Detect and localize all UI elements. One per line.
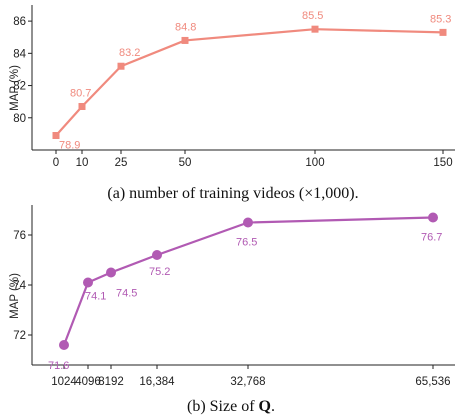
chart-a-x-tick-label: 10	[76, 157, 89, 169]
chart-b-series-line	[62, 216, 434, 346]
chart-b-data-label: 75.2	[149, 266, 170, 278]
chart-b-data-label: 76.5	[236, 237, 257, 249]
chart-a-data-point	[311, 25, 319, 33]
chart-a-x-tick-label: 0	[53, 157, 59, 169]
chart-b-data-point	[106, 267, 116, 278]
chart-b-x-tick-label: 65,536	[415, 376, 450, 388]
chart-b-caption-symbol: Q	[259, 398, 271, 415]
chart-b-data-point	[83, 277, 93, 288]
chart-a-data-point	[439, 28, 447, 36]
chart-a-data-point	[52, 132, 60, 139]
chart-a-data-label: 78.9	[59, 140, 80, 152]
chart-b-y-axis-title: MAP (%)	[9, 273, 21, 319]
chart-b-data-label: 76.7	[421, 232, 442, 244]
chart-b-x-tick-label: 16,384	[139, 376, 175, 388]
chart-a-data-label: 83.2	[119, 47, 140, 59]
chart-b-x-tick-label: 1024	[51, 376, 77, 388]
chart-b-caption-prefix: (b) Size of	[187, 398, 259, 415]
chart-b-data-label: 71.6	[48, 360, 69, 372]
chart-a-data-label: 80.7	[70, 88, 91, 100]
chart-b-x-tick-label: 32,768	[230, 376, 265, 388]
chart-b-caption-suffix: .	[271, 398, 275, 415]
chart-a-caption: (a) number of training videos (×1,000).	[107, 185, 358, 202]
chart-a-x-tick-label: 150	[433, 157, 452, 169]
chart-b-y-tick-label: 76	[13, 230, 26, 242]
chart-a-y-tick-label: 82	[13, 81, 26, 93]
chart-b-y-tick-label: 74	[13, 280, 26, 292]
chart-a-data-point	[78, 103, 86, 110]
chart-a-y-tick-label: 84	[13, 48, 26, 60]
chart-b-caption: (b) Size of Q.	[187, 398, 275, 415]
chart-b-data-point	[59, 340, 69, 350]
chart-a-x-tick-label: 25	[115, 157, 128, 169]
chart-b-data-point	[428, 212, 438, 223]
chart-b-x-tick-label: 8192	[98, 376, 124, 388]
chart-a-data-label: 85.5	[302, 10, 323, 22]
chart-a: MAP (%) 80 82 84 86 0 10 25 50 100 150 78.9 80.7 8…	[9, 5, 455, 202]
chart-a-y-tick-label: 86	[13, 16, 26, 28]
chart-b-data-point	[243, 217, 253, 228]
chart-b-y-tick-label: 72	[13, 330, 26, 342]
chart-a-x-tick-label: 50	[179, 157, 192, 169]
chart-a-y-tick-label: 80	[13, 113, 26, 125]
chart-a-data-label: 84.8	[175, 21, 196, 33]
chart-b-x-tick-label: 4096	[75, 376, 101, 388]
chart-a-data-label: 85.3	[430, 13, 451, 25]
chart-a-data-point	[117, 62, 125, 70]
chart-b-data-label: 74.1	[85, 291, 106, 303]
chart-a-y-axis-title: MAP (%)	[9, 65, 21, 111]
chart-a-series-line	[55, 28, 444, 137]
chart-b-data-label: 74.5	[116, 288, 137, 300]
chart-b-data-point	[152, 250, 162, 260]
chart-a-data-point	[181, 36, 189, 44]
chart-a-x-tick-label: 100	[305, 157, 324, 169]
